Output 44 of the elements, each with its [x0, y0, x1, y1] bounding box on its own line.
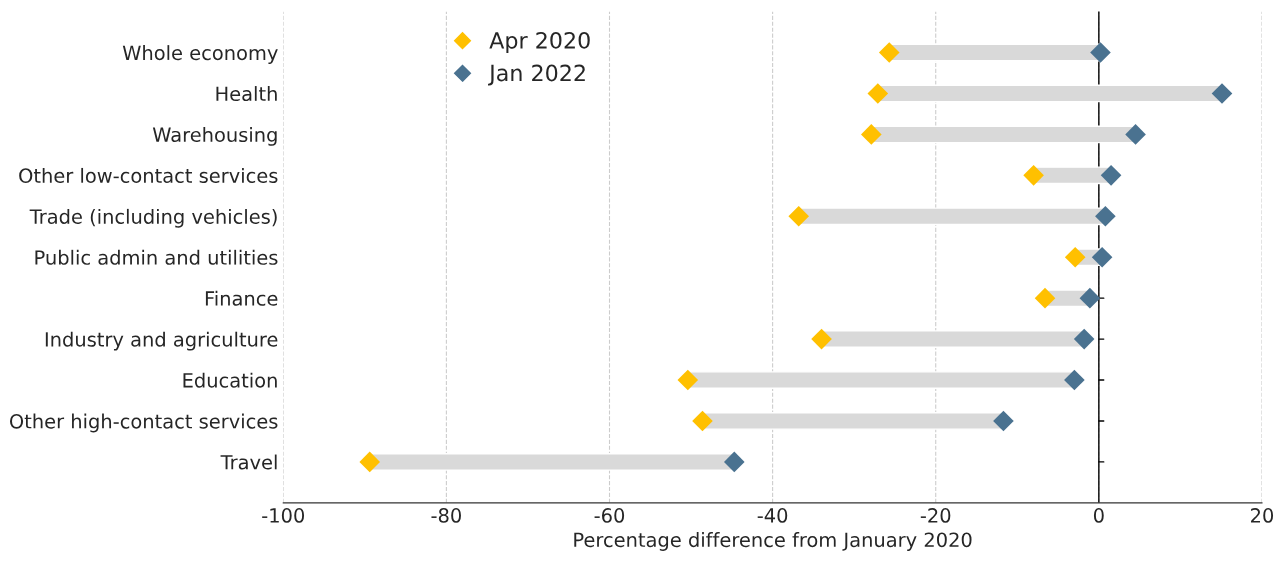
x-tick-label: 0 [1093, 508, 1104, 523]
point [993, 410, 1014, 432]
x-tick-label: -80 [431, 508, 461, 523]
point [1064, 369, 1085, 391]
point [359, 451, 381, 473]
y-tick-label: Travel [220, 454, 277, 470]
y-tick-label: Finance [205, 290, 278, 306]
point [1034, 287, 1056, 309]
point [692, 410, 713, 432]
point [788, 205, 810, 227]
bar [369, 453, 735, 471]
legend-label: Apr 2020 [489, 31, 590, 54]
point [1023, 165, 1044, 186]
y-tick-label: Education [183, 372, 277, 388]
point [1064, 246, 1086, 268]
point [811, 328, 832, 350]
point [1095, 205, 1116, 227]
point [1090, 42, 1111, 63]
y-tick-label: Other low-contact services [19, 167, 278, 183]
point [1091, 246, 1113, 268]
point [878, 42, 900, 63]
point [1100, 165, 1122, 186]
x-tick-label: -20 [920, 508, 951, 523]
y-tick-label: Public admin and utilities [35, 249, 278, 265]
y-tick-label: Warehousing [152, 127, 277, 146]
point [723, 451, 745, 473]
point [1125, 124, 1146, 145]
y-tick-label: Health [216, 86, 277, 102]
point [1073, 328, 1095, 350]
point [677, 369, 699, 391]
y-tick-label: Other high-contact services [9, 413, 278, 433]
x-tick-label: -100 [262, 508, 305, 523]
y-tick-label: Whole economy [122, 45, 278, 64]
x-tick-label: 20 [1251, 508, 1274, 523]
y-tick-label: Trade (including vehicles) [29, 208, 277, 228]
point [1079, 287, 1101, 309]
x-axis-title: Percentage difference from January 2020 [574, 532, 972, 551]
point [861, 124, 882, 145]
point [867, 83, 889, 104]
y-tick-label: Industry and agriculture [45, 331, 278, 351]
x-tick-label: -60 [594, 508, 625, 523]
legend-label: Jan 2022 [488, 64, 585, 86]
point [1211, 83, 1233, 104]
x-tick-label: -40 [757, 508, 788, 523]
